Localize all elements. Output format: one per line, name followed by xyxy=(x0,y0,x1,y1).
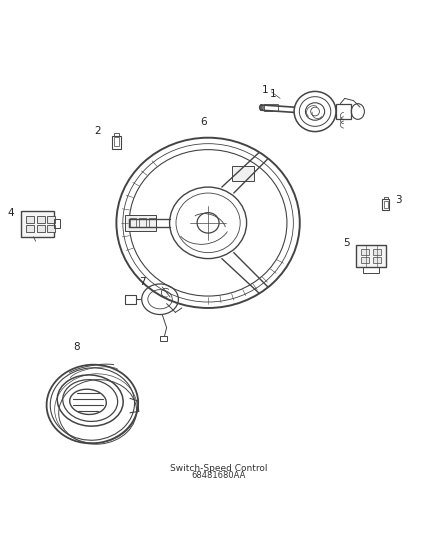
Bar xyxy=(361,257,369,263)
Bar xyxy=(26,225,34,232)
Text: 5: 5 xyxy=(343,238,350,248)
Text: 1: 1 xyxy=(261,85,268,95)
Bar xyxy=(47,225,55,232)
Bar xyxy=(384,201,388,208)
Bar xyxy=(114,133,119,135)
Bar xyxy=(125,215,156,231)
Bar xyxy=(265,103,278,111)
Bar xyxy=(160,336,167,341)
Text: 68481680AA: 68481680AA xyxy=(192,471,246,480)
Bar xyxy=(336,103,351,119)
Bar xyxy=(26,216,34,223)
Bar xyxy=(139,219,146,227)
Bar xyxy=(125,295,136,304)
Text: 2: 2 xyxy=(95,126,101,136)
Text: Switch-Speed Control: Switch-Speed Control xyxy=(170,464,268,473)
Bar xyxy=(382,199,389,210)
Bar xyxy=(37,216,45,223)
Bar xyxy=(149,219,155,227)
Bar xyxy=(363,267,379,272)
Text: 7: 7 xyxy=(139,277,146,287)
Bar xyxy=(373,257,381,263)
Text: 1: 1 xyxy=(270,89,277,99)
Bar xyxy=(37,225,45,232)
Text: 3: 3 xyxy=(395,195,401,205)
Bar xyxy=(356,245,386,267)
Bar xyxy=(112,135,121,149)
Text: 8: 8 xyxy=(73,342,80,352)
Bar xyxy=(47,216,55,223)
Bar xyxy=(54,220,60,228)
Text: 6: 6 xyxy=(200,117,207,127)
Bar xyxy=(114,138,119,146)
Bar xyxy=(232,166,254,181)
Bar xyxy=(130,219,136,227)
Bar xyxy=(384,197,388,199)
Bar xyxy=(21,211,54,237)
Bar xyxy=(361,249,369,255)
Text: 4: 4 xyxy=(7,208,14,218)
Bar xyxy=(373,249,381,255)
